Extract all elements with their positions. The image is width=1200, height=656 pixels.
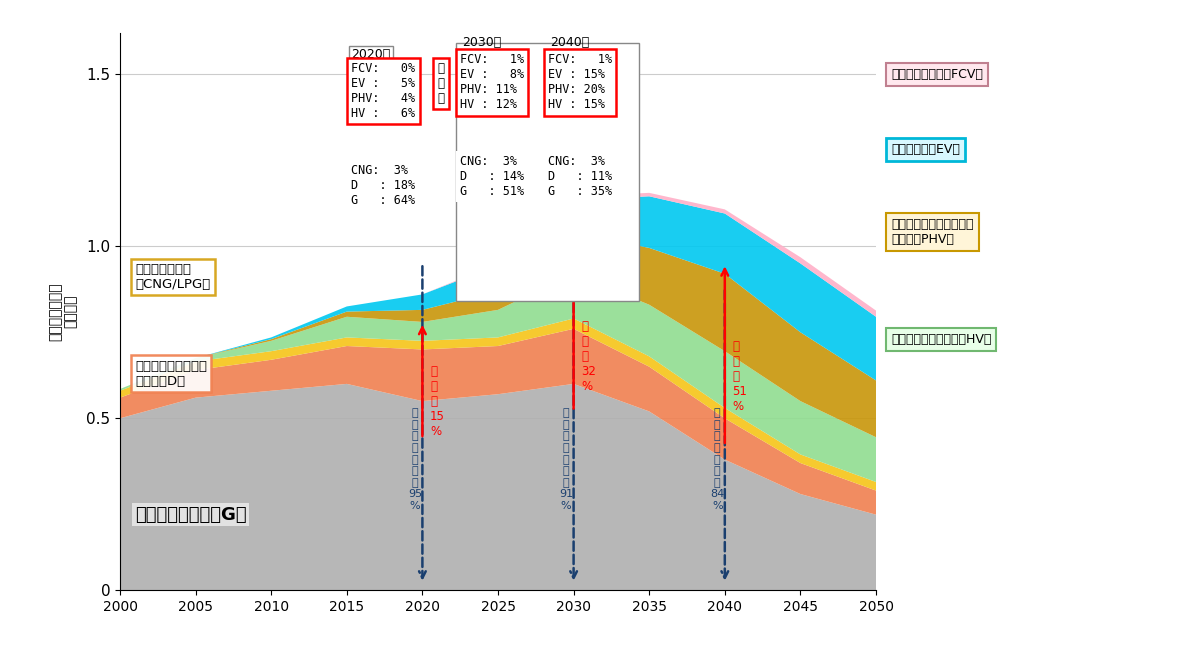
- Text: FCV:   0%
EV :   5%
PHV:   4%
HV :   6%: FCV: 0% EV : 5% PHV: 4% HV : 6%: [352, 62, 415, 120]
- Text: CNG:  3%
D   : 18%
G   : 64%: CNG: 3% D : 18% G : 64%: [352, 164, 415, 207]
- Text: 電
動
車
51
%: 電 動 車 51 %: [732, 340, 748, 413]
- Text: エ
ン
ジ
ン
搭
載
車
95
%: エ ン ジ ン 搭 載 車 95 %: [408, 408, 422, 511]
- Text: プラグインハイブリッド
自動車（PHV）: プラグインハイブリッド 自動車（PHV）: [892, 218, 973, 247]
- Text: クリーンディーゼル
自動車（D）: クリーンディーゼル 自動車（D）: [136, 359, 208, 388]
- Text: FCV:   1%
EV : 15%
PHV: 20%
HV : 15%: FCV: 1% EV : 15% PHV: 20% HV : 15%: [548, 53, 612, 112]
- Text: 2030年: 2030年: [462, 36, 502, 49]
- Text: 2020年: 2020年: [352, 49, 390, 61]
- Text: （億台）: （億台）: [64, 295, 78, 329]
- Text: 電
動
車
15
%: 電 動 車 15 %: [430, 365, 445, 438]
- Text: 電
動
車: 電 動 車: [438, 62, 444, 105]
- Text: 電気自動車（EV）: 電気自動車（EV）: [892, 143, 960, 156]
- Text: 2040年: 2040年: [550, 36, 589, 49]
- FancyBboxPatch shape: [456, 43, 638, 301]
- Text: CNG:  3%
D   : 11%
G   : 35%: CNG: 3% D : 11% G : 35%: [548, 155, 612, 198]
- Text: CNG:  3%
D   : 14%
G   : 51%: CNG: 3% D : 14% G : 51%: [461, 155, 524, 198]
- Text: 天然ガス自動車
（CNG/LPG）: 天然ガス自動車 （CNG/LPG）: [136, 263, 210, 291]
- Text: ガソリン自動車（G）: ガソリン自動車（G）: [136, 506, 247, 523]
- Text: 乗用車販売台数: 乗用車販売台数: [49, 282, 62, 341]
- Text: FCV:   1%
EV :   8%
PHV: 11%
HV : 12%: FCV: 1% EV : 8% PHV: 11% HV : 12%: [461, 53, 524, 112]
- Text: エ
ン
ジ
ン
搭
載
車
84
%: エ ン ジ ン 搭 載 車 84 %: [710, 408, 725, 511]
- Text: 電
動
車
32
%: 電 動 車 32 %: [581, 320, 596, 393]
- Text: 燃料電池自動車（FCV）: 燃料電池自動車（FCV）: [892, 68, 983, 81]
- Text: エ
ン
ジ
ン
搭
載
車
91
%: エ ン ジ ン 搭 載 車 91 %: [559, 408, 574, 511]
- Text: ハイブリッド自動車（HV）: ハイブリッド自動車（HV）: [892, 333, 991, 346]
